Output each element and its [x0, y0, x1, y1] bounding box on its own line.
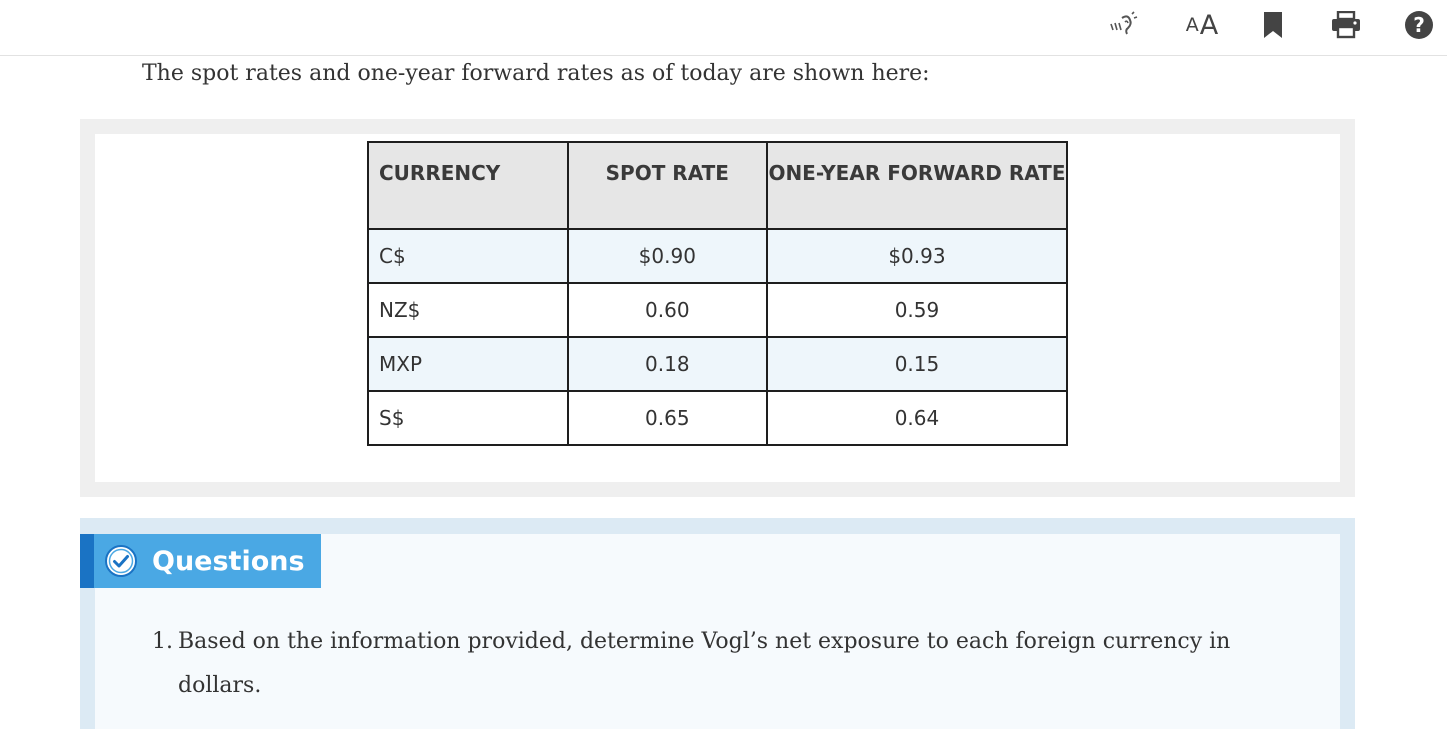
spot-rate-cell: 0.18 — [566, 336, 768, 392]
font-size-small-glyph: A — [1185, 14, 1199, 36]
font-size-large-glyph: A — [1199, 9, 1219, 41]
listen-button[interactable] — [1106, 8, 1142, 42]
currency-cell: NZ$ — [367, 282, 569, 338]
question-text-line-2: dollars. — [178, 673, 262, 698]
forward-rate-cell: 0.64 — [765, 390, 1069, 446]
table-row: NZ$ 0.60 0.59 — [367, 282, 1069, 338]
spot-rate-cell: 0.65 — [566, 390, 768, 446]
help-button[interactable]: ? — [1402, 8, 1436, 42]
listen-speaker-icon — [1110, 11, 1138, 35]
table-row: C$ $0.90 $0.93 — [367, 228, 1069, 284]
reader-toolbar: A A ? — [0, 0, 1447, 56]
help-circle-icon: ? — [1405, 11, 1433, 39]
forward-rate-cell: 0.15 — [765, 336, 1069, 392]
column-header-currency: CURRENCY — [367, 141, 569, 230]
table-row: S$ 0.65 0.64 — [367, 390, 1069, 446]
question-item: 1. Based on the information provided, det… — [152, 620, 1272, 708]
question-number: 1. — [152, 629, 173, 654]
print-icon — [1332, 11, 1360, 39]
bookmark-button[interactable] — [1258, 8, 1288, 42]
currency-cell: MXP — [367, 336, 569, 392]
spot-rate-cell: $0.90 — [566, 228, 768, 284]
forward-rate-cell: 0.59 — [765, 282, 1069, 338]
currency-cell: S$ — [367, 390, 569, 446]
table-header-row: CURRENCY SPOT RATE ONE-YEAR FORWARD RATE — [367, 141, 1069, 230]
print-button[interactable] — [1328, 8, 1364, 42]
check-circle-icon — [105, 545, 137, 577]
rates-table-container: CURRENCY SPOT RATE ONE-YEAR FORWARD RATE… — [95, 134, 1340, 482]
bookmark-icon — [1264, 12, 1282, 38]
column-header-forward-rate: ONE-YEAR FORWARD RATE — [765, 141, 1069, 230]
rates-table-panel: CURRENCY SPOT RATE ONE-YEAR FORWARD RATE… — [80, 119, 1355, 497]
table-row: MXP 0.18 0.15 — [367, 336, 1069, 392]
currency-cell: C$ — [367, 228, 569, 284]
spot-rate-cell: 0.60 — [566, 282, 768, 338]
questions-label-stripe — [80, 534, 94, 588]
rates-table: CURRENCY SPOT RATE ONE-YEAR FORWARD RATE… — [367, 141, 1069, 446]
font-size-button[interactable]: A A — [1178, 8, 1226, 42]
column-header-spot-rate: SPOT RATE — [566, 141, 768, 230]
questions-title: Questions — [152, 545, 305, 577]
svg-text:?: ? — [1413, 13, 1425, 37]
questions-label: Questions — [80, 534, 321, 588]
question-text-line-1: Based on the information provided, deter… — [178, 629, 1231, 654]
intro-text: The spot rates and one-year forward rate… — [142, 61, 930, 86]
forward-rate-cell: $0.93 — [765, 228, 1069, 284]
